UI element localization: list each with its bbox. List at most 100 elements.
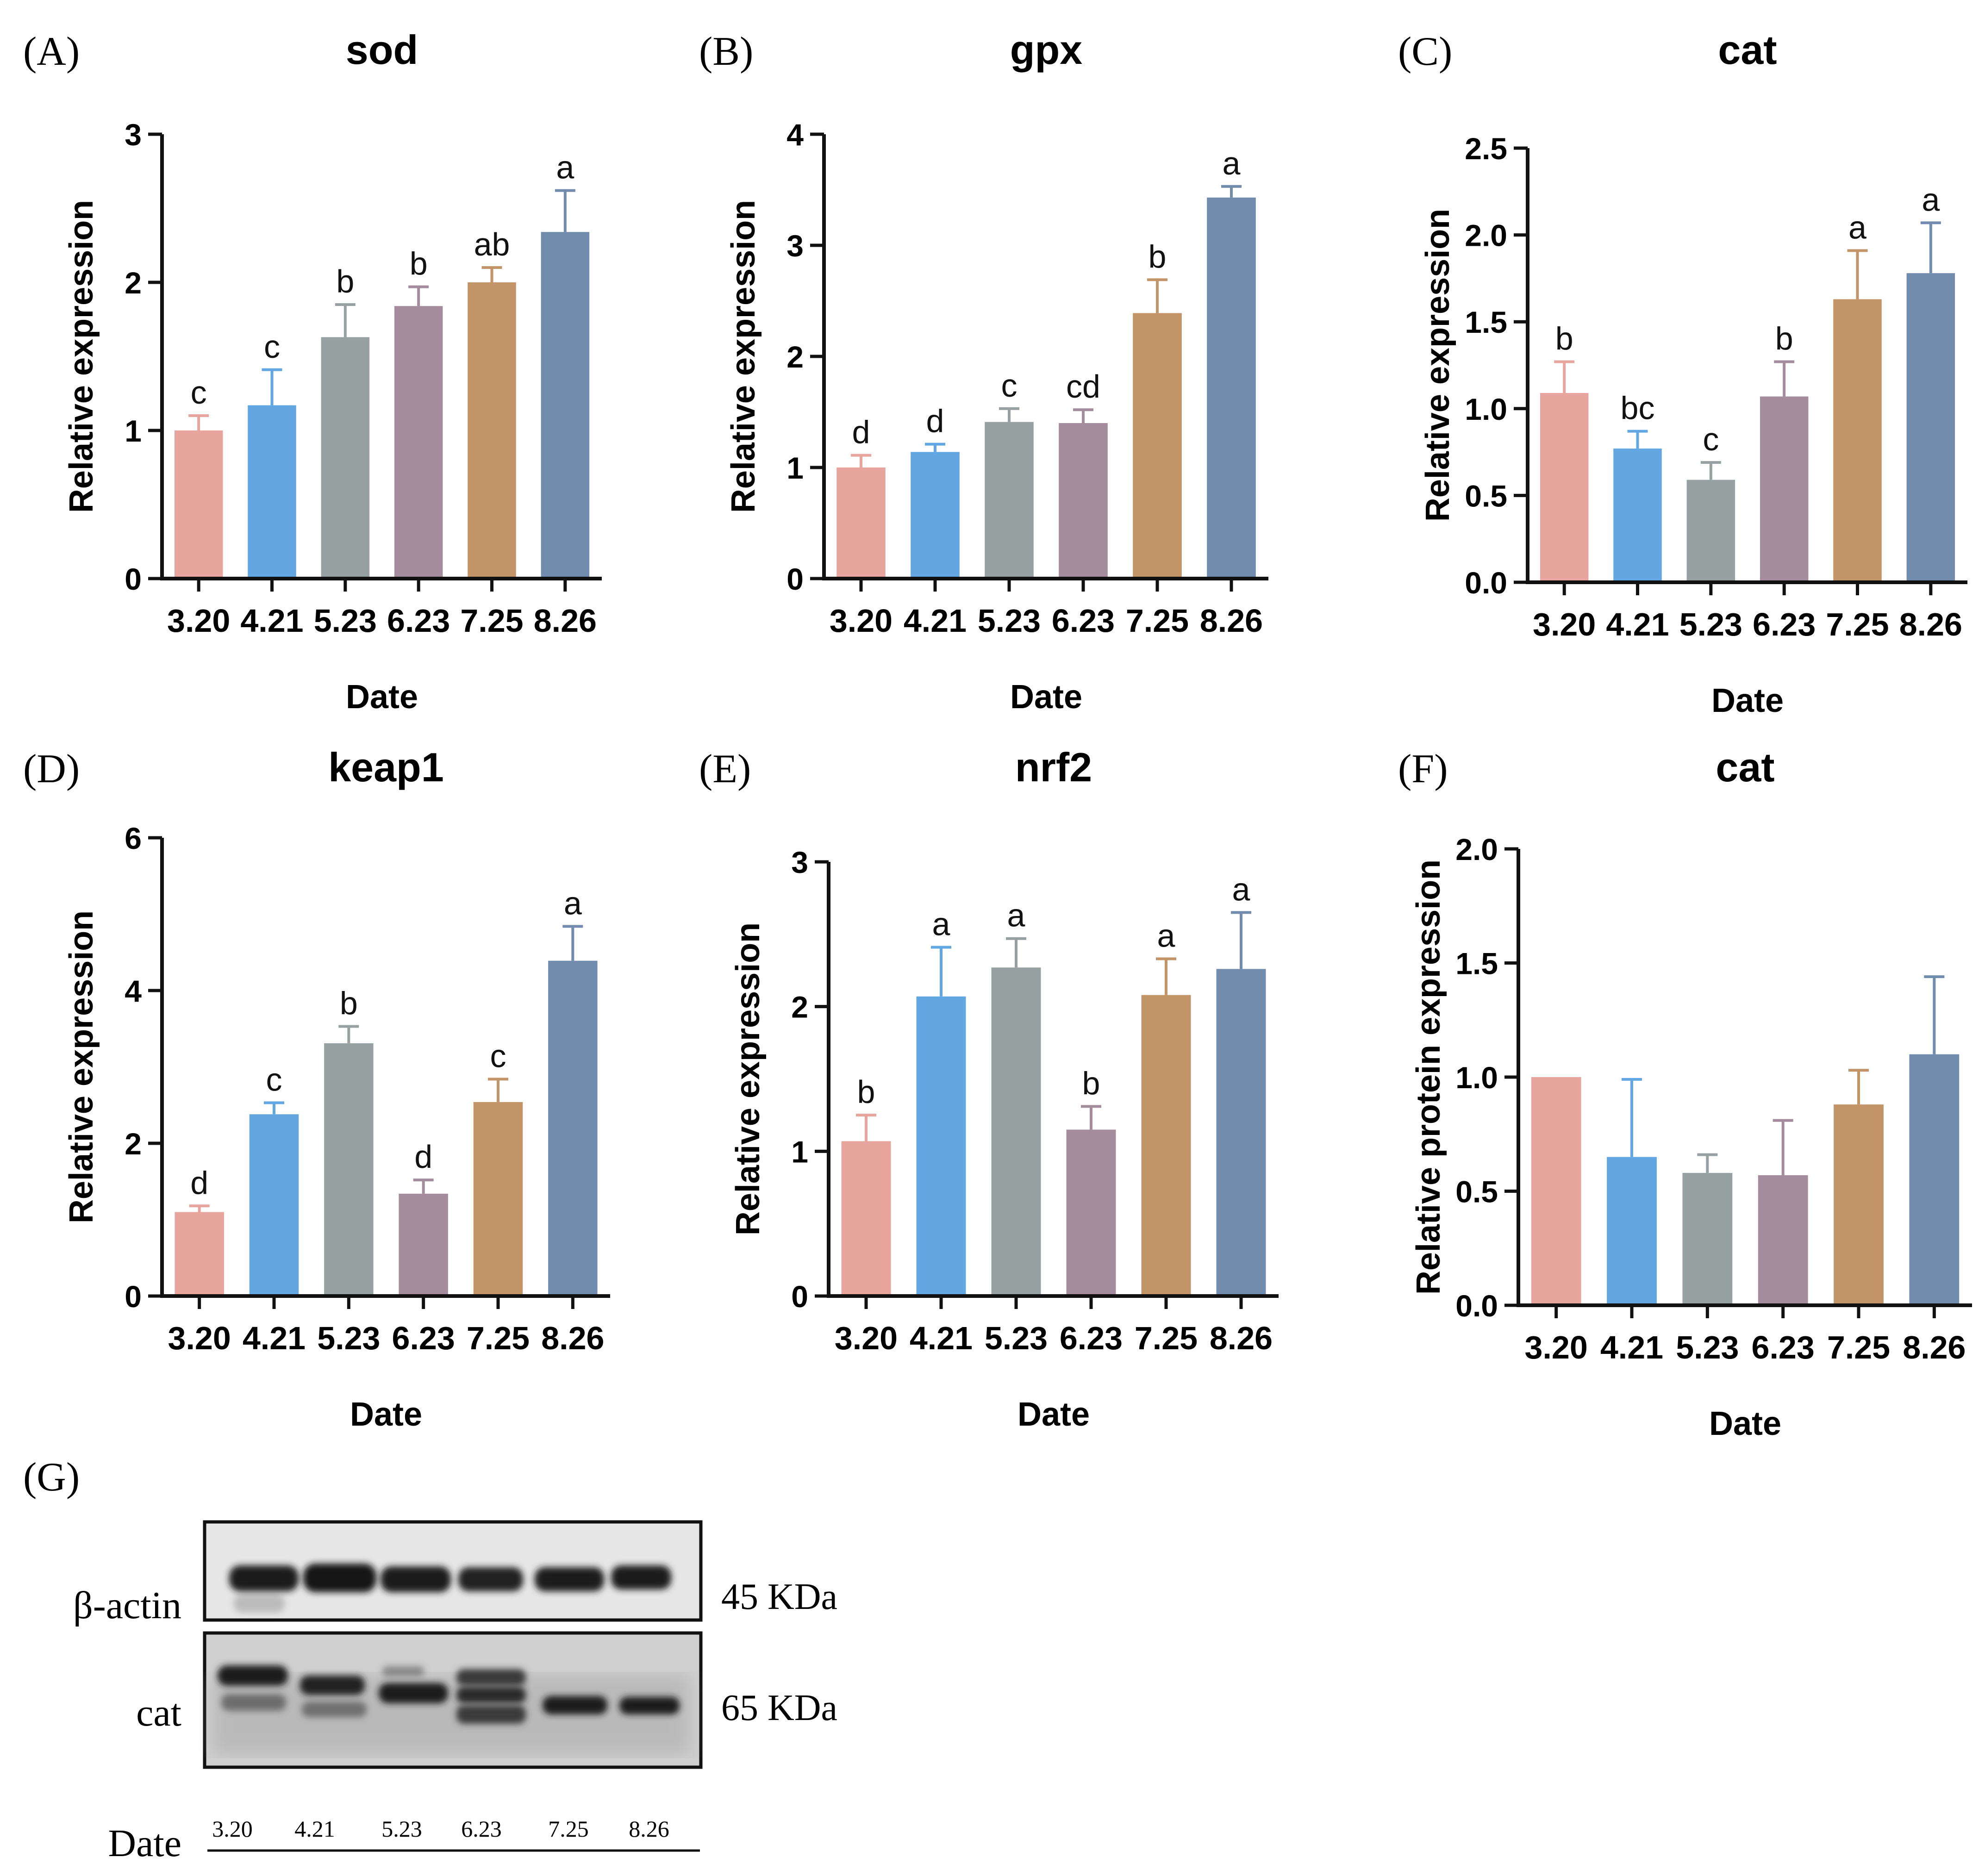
chart-title: nrf2 [1015,744,1092,790]
band-cat-2 [300,1676,365,1695]
x-tick-label: 3.20 [1533,606,1596,642]
chart-title: gpx [1010,27,1083,73]
bar [324,1043,374,1296]
bar [1906,273,1955,582]
y-tick-label: 2.5 [1465,131,1507,166]
blot-bands-actin [229,1564,671,1613]
bar [541,232,590,579]
bar [1686,480,1735,582]
blot-lane-label: 7.25 [548,1816,589,1842]
significance-letter: b [1775,320,1793,356]
significance-letter: bc [1621,390,1655,426]
y-tick-label: 3 [125,118,142,152]
bar [399,1193,448,1296]
blot-date-label: Date [108,1822,181,1865]
y-tick-label: 1.5 [1455,947,1498,981]
y-tick-label: 2 [125,266,142,300]
bar [1613,449,1662,582]
x-tick-label: 4.21 [1600,1329,1663,1365]
bar [473,1102,523,1296]
significance-letter: c [1001,368,1017,404]
band-actin-5 [535,1567,604,1591]
x-tick-label: 8.26 [1899,606,1962,642]
bar [1758,1175,1808,1305]
y-tick-label: 3 [787,229,804,263]
y-tick-label: 6 [125,821,142,855]
x-tick-label: 7.25 [1827,1329,1890,1365]
blot-label-actin: β-actin [73,1584,181,1627]
band-actin-2 [303,1564,376,1592]
bar [548,960,598,1296]
bar [175,1212,224,1296]
x-tick-label: 6.23 [1752,1329,1815,1365]
x-tick-label: 3.20 [1525,1329,1588,1365]
bar [1141,995,1191,1296]
bar [991,967,1041,1296]
charts-container: (A) sodc3.20c4.21b5.23b6.23ab7.25a8.26012… [23,27,1972,1442]
bar [1607,1157,1657,1305]
y-axis-label: Relative expression [730,922,767,1235]
significance-letter: a [564,885,582,921]
significance-letter: a [1007,897,1025,934]
x-tick-label: 3.20 [167,603,230,639]
x-axis-label: Date [1010,679,1082,716]
y-tick-label: 1 [791,1134,808,1169]
significance-letter: a [1922,181,1940,218]
significance-letter: b [1082,1065,1100,1101]
y-tick-label: 1.0 [1465,392,1507,426]
x-tick-label: 4.21 [240,603,303,639]
significance-letter: b [340,985,358,1022]
panel-label: (A) [23,29,80,74]
x-tick-label: 7.25 [467,1320,530,1356]
bar [1133,313,1182,579]
significance-letter: c [490,1038,506,1074]
significance-letter: cd [1066,368,1100,405]
chart-panel-1: (A) sod c 3.20 c 4.21 b 5.23 b 6.23 ab 7.25 a 8.26 0 1 2… [23,27,602,716]
x-tick-label: 6.23 [387,603,450,639]
x-tick-label: 7.25 [1826,606,1889,642]
x-tick-label: 6.23 [1052,603,1115,639]
x-tick-label: 5.23 [985,1320,1048,1356]
bar [1066,1129,1116,1296]
chart-title: cat [1716,744,1774,790]
x-axis-label: Date [346,679,418,716]
significance-letter: b [410,246,428,282]
band-actin-6 [611,1565,671,1589]
chart-title: keap1 [328,744,444,790]
x-tick-label: 3.20 [830,603,893,639]
bar [1207,197,1256,579]
bar [248,405,296,579]
x-tick-label: 8.26 [1200,603,1263,639]
blot-lane-label: 5.23 [381,1816,422,1842]
bar [468,282,516,579]
x-tick-label: 5.23 [1676,1329,1739,1365]
y-tick-label: 0 [787,562,804,596]
bar [394,306,443,579]
x-tick-label: 6.23 [392,1320,455,1356]
panel-label: (B) [699,29,753,74]
x-tick-label: 4.21 [904,603,967,639]
blot-lane-label: 4.21 [294,1816,335,1842]
bar [1682,1173,1733,1305]
panel-label: (C) [1398,29,1452,74]
x-tick-label: 8.26 [534,603,597,639]
x-tick-label: 4.21 [910,1320,973,1356]
y-axis-label: Relative protein expression [1410,860,1447,1295]
blot-size-actin: 45 KDa [721,1577,837,1617]
y-tick-label: 0.5 [1465,479,1507,513]
y-tick-label: 0 [125,562,142,596]
significance-letter: c [191,374,207,411]
x-tick-label: 7.25 [1126,603,1189,639]
significance-letter: b [857,1074,875,1110]
x-tick-label: 7.25 [460,603,523,639]
band-cat-5 [543,1696,607,1714]
x-tick-label: 5.23 [1679,606,1742,642]
y-tick-label: 1 [125,414,142,448]
panel-label: (D) [23,747,80,792]
band-cat-1 [218,1665,288,1686]
x-tick-label: 6.23 [1753,606,1816,642]
x-tick-label: 8.26 [541,1320,604,1356]
y-tick-label: 1 [787,451,804,485]
y-tick-label: 2 [787,340,804,374]
bar [1834,1104,1884,1305]
